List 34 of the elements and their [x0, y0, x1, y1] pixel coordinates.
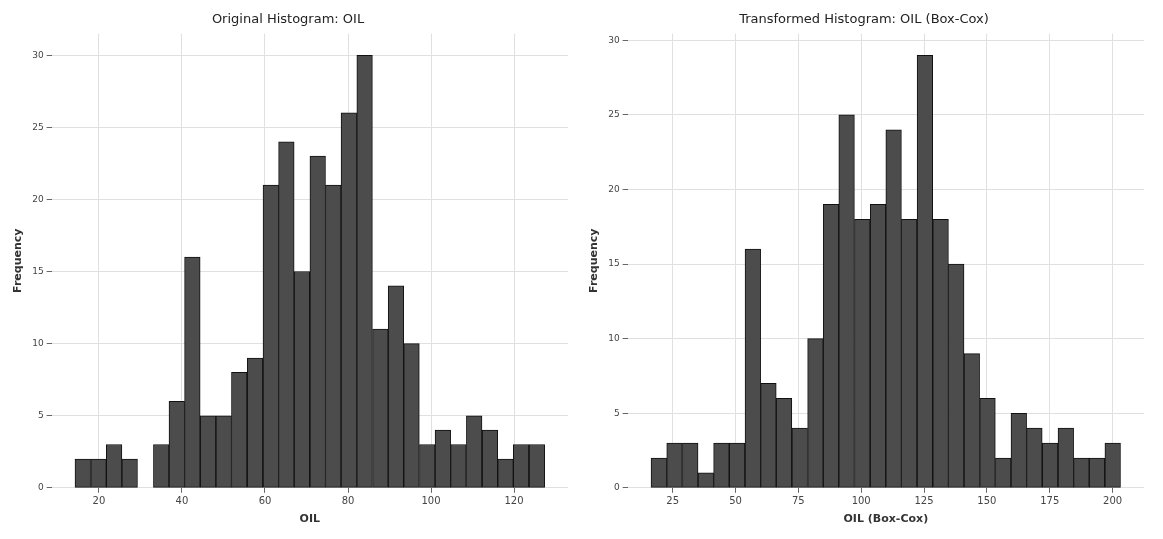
x-tick-label: 80 — [341, 495, 355, 507]
x-axis-title: OIL (Box-Cox) — [843, 512, 929, 526]
y-tick-label: 15 — [608, 258, 620, 269]
x-tick-label: 20 — [92, 495, 106, 507]
y-tick-label: 25 — [608, 109, 620, 120]
y-axis-title: Frequency — [11, 228, 25, 293]
x-tick-label: 60 — [258, 495, 272, 507]
x-tick-label: 150 — [977, 495, 997, 507]
chart-title: Transformed Histogram: OIL (Box-Cox) — [738, 11, 989, 27]
y-axis-title: Frequency — [587, 228, 601, 293]
y-tick-label: 20 — [608, 183, 620, 194]
y-tick-label: 30 — [608, 34, 620, 45]
x-tick-label: 175 — [1040, 495, 1060, 507]
x-tick-label: 120 — [504, 495, 524, 507]
y-tick-label: 20 — [32, 193, 44, 204]
x-tick-label: 125 — [914, 495, 934, 507]
x-tick-label: 50 — [729, 495, 742, 507]
x-tick-label: 40 — [175, 495, 189, 507]
y-tick-label: 5 — [37, 410, 44, 421]
y-tick-label: 30 — [32, 49, 44, 60]
x-tick-label: 75 — [791, 495, 805, 507]
y-tick-label: 0 — [37, 482, 44, 493]
x-axis-title: OIL — [299, 512, 321, 526]
x-tick-label: 100 — [421, 495, 441, 507]
chart-title: Original Histogram: OIL — [211, 11, 365, 27]
x-tick-label: 200 — [1103, 495, 1123, 507]
y-tick-label: 10 — [32, 337, 44, 348]
x-tick-label: 25 — [666, 495, 680, 507]
y-tick-label: 25 — [32, 121, 44, 132]
y-tick-label: 0 — [613, 482, 620, 493]
y-tick-label: 5 — [613, 407, 620, 418]
y-tick-label: 15 — [32, 265, 44, 276]
x-tick-label: 100 — [851, 495, 871, 507]
y-tick-label: 10 — [608, 332, 620, 343]
